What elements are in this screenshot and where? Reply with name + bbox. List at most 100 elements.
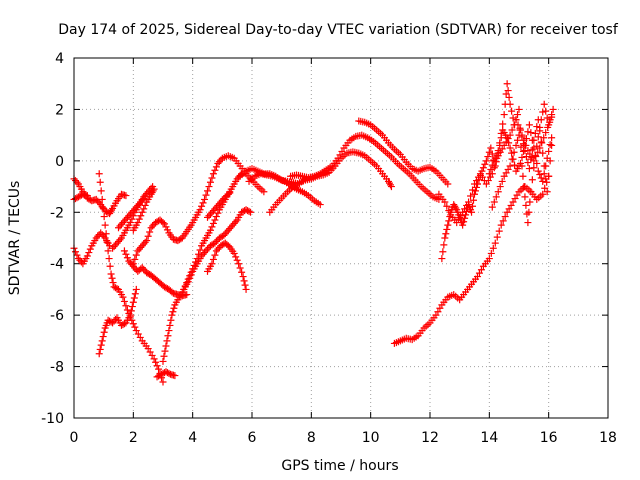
- data-point: [494, 188, 502, 196]
- data-point: [141, 238, 149, 246]
- data-point: [130, 294, 138, 302]
- data-point: [99, 204, 107, 212]
- plot-frame: [73, 57, 609, 419]
- data-point: [97, 229, 105, 237]
- data-point: [214, 159, 222, 167]
- data-point: [485, 255, 493, 263]
- data-point: [122, 192, 130, 200]
- data-point: [545, 147, 553, 155]
- data-point: [126, 210, 134, 218]
- series-arc-14: [204, 189, 234, 221]
- data-point: [546, 116, 554, 124]
- data-point: [445, 217, 453, 225]
- data-point: [198, 252, 206, 260]
- data-points: [70, 80, 557, 386]
- data-point: [469, 202, 477, 210]
- data-point: [169, 308, 177, 316]
- data-point: [245, 207, 253, 215]
- data-point: [125, 257, 133, 265]
- data-point: [143, 269, 151, 277]
- data-point: [244, 207, 252, 215]
- data-point: [120, 320, 128, 328]
- data-point: [493, 233, 501, 241]
- data-point: [446, 213, 454, 221]
- data-point: [109, 279, 117, 287]
- data-point: [152, 219, 160, 227]
- data-point: [224, 226, 232, 234]
- data-point: [140, 240, 148, 248]
- data-point: [209, 219, 217, 227]
- data-point: [99, 333, 107, 341]
- data-point: [76, 192, 84, 200]
- data-point: [187, 271, 195, 279]
- data-point: [208, 223, 216, 231]
- y-tick-label: 4: [55, 51, 64, 67]
- data-point: [442, 230, 450, 238]
- data-point: [129, 320, 137, 328]
- data-point: [170, 304, 178, 312]
- data-point: [522, 153, 530, 161]
- data-point: [230, 249, 238, 257]
- data-point: [498, 177, 506, 185]
- data-point: [516, 126, 524, 134]
- data-point: [260, 188, 268, 196]
- data-point: [159, 369, 167, 377]
- data-point: [100, 328, 108, 336]
- data-point: [212, 247, 220, 255]
- data-point: [144, 270, 152, 278]
- data-point: [117, 220, 125, 228]
- data-point: [126, 219, 134, 227]
- data-point: [540, 100, 548, 108]
- data-point: [137, 243, 145, 251]
- series-arc-11: [153, 368, 179, 381]
- data-point: [495, 227, 503, 235]
- data-point: [512, 116, 520, 124]
- data-point: [536, 144, 544, 152]
- data-point: [459, 221, 467, 229]
- data-point: [230, 219, 238, 227]
- data-point: [530, 144, 538, 152]
- data-point: [149, 187, 157, 195]
- data-point: [215, 234, 223, 242]
- data-point: [506, 100, 514, 108]
- data-point: [487, 249, 495, 257]
- data-point: [484, 153, 492, 161]
- series-arc-03: [70, 190, 91, 203]
- data-point: [74, 193, 82, 201]
- data-point: [503, 80, 511, 88]
- data-point: [508, 155, 516, 163]
- data-point: [220, 195, 228, 203]
- data-point: [527, 188, 535, 196]
- data-point: [533, 142, 541, 150]
- data-point: [534, 116, 542, 124]
- data-point: [247, 208, 255, 216]
- data-point: [492, 193, 500, 201]
- data-point: [488, 161, 496, 169]
- data-point: [515, 131, 523, 139]
- data-point: [211, 239, 219, 247]
- data-point: [112, 284, 120, 292]
- data-point: [140, 265, 148, 273]
- data-point: [204, 213, 211, 221]
- data-point: [524, 219, 532, 227]
- data-point: [536, 127, 544, 135]
- data-point: [107, 270, 115, 278]
- data-point: [120, 247, 128, 255]
- data-point: [110, 243, 118, 251]
- data-point: [509, 114, 517, 122]
- data-point: [96, 178, 104, 186]
- data-point: [112, 241, 120, 249]
- data-point: [471, 187, 479, 195]
- data-point: [199, 199, 207, 207]
- data-point: [500, 111, 508, 119]
- data-point: [83, 192, 91, 200]
- data-point: [129, 260, 137, 268]
- data-point: [156, 371, 164, 379]
- data-point: [531, 152, 539, 160]
- data-point: [485, 170, 493, 178]
- data-point: [184, 278, 192, 286]
- data-point: [144, 232, 152, 240]
- data-point: [534, 133, 542, 141]
- data-point: [150, 355, 158, 363]
- data-point: [198, 202, 206, 210]
